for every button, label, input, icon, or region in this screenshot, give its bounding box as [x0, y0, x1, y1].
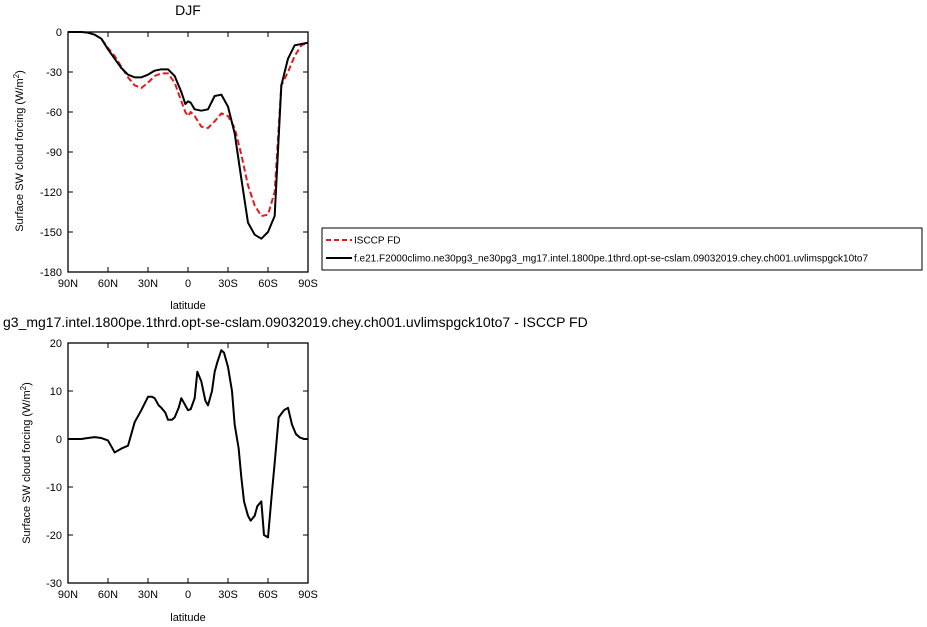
bottom-chart-x-tick-label: 90N	[58, 589, 78, 601]
bottom-chart-x-tick-label: 90S	[298, 589, 318, 601]
bottom-chart-y-axis-label: Surface SW cloud forcing (W/m2)	[19, 382, 33, 544]
top-chart-series	[68, 31, 309, 240]
top-chart-legend: ISCCP FD f.e21.F2000climo.ne30pg3_ne30pg…	[321, 227, 923, 271]
bottom-chart-y-tick-label: 20	[50, 338, 62, 350]
top-chart-y-tick-label: -90	[46, 147, 62, 159]
legend-label-model: f.e21.F2000climo.ne30pg3_ne30pg3_mg17.in…	[354, 254, 868, 265]
bottom-chart-y-tick-label: -10	[46, 482, 62, 494]
top-chart: DJF latitude Surface SW cloud forcing (W…	[12, 2, 318, 312]
bottom-chart-x-axis-label: latitude	[170, 612, 205, 624]
bottom-chart-x-tick-label: 30S	[218, 589, 238, 601]
bottom-chart-title: g3_mg17.intel.1800pe.1thrd.opt-se-cslam.…	[3, 314, 588, 330]
bottom-chart-x-tick-label: 60N	[98, 589, 118, 601]
bottom-chart-series	[68, 349, 308, 539]
top-chart-x-tick-label: 30N	[138, 278, 158, 290]
bottom-chart-series-line-0	[68, 349, 308, 539]
top-chart-y-tick-label: -180	[40, 267, 62, 279]
bottom-chart-y-tick-label: 0	[56, 434, 62, 446]
top-chart-y-tick-label: -150	[40, 227, 62, 239]
top-chart-y-axis-label: Surface SW cloud forcing (W/m2)	[12, 70, 26, 232]
top-chart-title: DJF	[175, 2, 201, 18]
top-chart-x-tick-label: 90S	[298, 278, 318, 290]
top-chart-plot-frame	[67, 31, 309, 273]
top-chart-series-line-0	[68, 31, 309, 217]
top-chart-y-tick-label: -60	[46, 107, 62, 119]
top-chart-y-tick-label: -30	[46, 67, 62, 79]
bottom-chart-x-tick-label: 60S	[258, 589, 278, 601]
top-chart-ticks: 90N 60N 30N 0 30S 60S 90S 0 -30 -60 -90 -120 -150 -18…	[40, 27, 318, 290]
legend-box	[321, 227, 923, 271]
bottom-chart: g3_mg17.intel.1800pe.1thrd.opt-se-cslam.…	[3, 314, 588, 624]
bottom-chart-y-tick-label: -30	[46, 578, 62, 590]
top-chart-x-tick-label: 90N	[58, 278, 78, 290]
legend-label-isccp: ISCCP FD	[354, 236, 401, 247]
bottom-chart-ticks: 90N 60N 30N 0 30S 60S 90S 20 10 0 -10 -20 -30	[46, 338, 318, 601]
top-chart-x-tick-label: 30S	[218, 278, 238, 290]
top-chart-x-tick-label: 60S	[258, 278, 278, 290]
top-chart-x-axis-label: latitude	[170, 300, 205, 312]
bottom-chart-plot-frame	[67, 342, 309, 584]
top-chart-x-tick-label: 60N	[98, 278, 118, 290]
bottom-chart-x-tick-label: 30N	[138, 589, 158, 601]
top-chart-x-tick-label: 0	[185, 278, 191, 290]
top-chart-y-tick-label: -120	[40, 187, 62, 199]
bottom-chart-y-tick-label: -20	[46, 530, 62, 542]
bottom-chart-x-tick-label: 0	[185, 589, 191, 601]
bottom-chart-y-tick-label: 10	[50, 386, 62, 398]
top-chart-series-line-1	[68, 31, 309, 240]
top-chart-y-tick-label: 0	[56, 27, 62, 39]
